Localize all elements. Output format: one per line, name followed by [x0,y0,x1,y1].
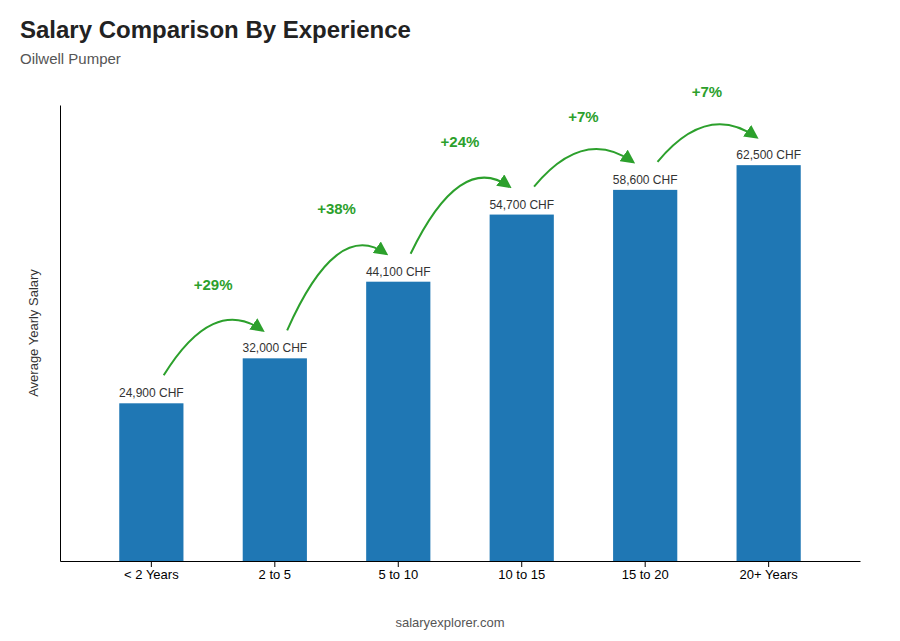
data-label: 24,900 CHF [119,386,184,400]
change-arrow [534,149,633,187]
x-tick-mark [645,561,646,567]
change-arrow [287,245,386,330]
x-axis-line [61,561,861,562]
x-tick: 15 to 20 [622,561,669,582]
change-label: +7% [568,108,598,125]
source: salaryexplorer.com [395,615,504,630]
y-axis-line [60,106,61,562]
bars [119,165,800,561]
x-tick: 10 to 15 [498,561,545,582]
x-tick-label: 20+ Years [740,567,799,582]
x-tick-label: 15 to 20 [622,567,669,582]
data-label: 58,600 CHF [613,173,678,187]
y-axis-title: Average Yearly Salary [26,269,41,397]
change-label: +29% [194,276,233,293]
x-tick-label: 2 to 5 [259,567,292,582]
title: Salary Comparison By Experience [20,16,411,43]
x-tick-mark [274,561,275,567]
x-tick: 20+ Years [740,561,799,582]
x-tick: 2 to 5 [259,561,292,582]
change-label: +7% [692,83,722,100]
x-tick-label: 5 to 10 [378,567,418,582]
data-label: 54,700 CHF [489,198,554,212]
subtitle: Oilwell Pumper [20,50,121,67]
data-labels: 24,900 CHF 32,000 CHF 44,100 CHF 54,700 CHF… [119,148,801,400]
data-label: 32,000 CHF [242,341,307,355]
bar [613,190,677,561]
x-tick-mark [398,561,399,567]
x-tick-mark [521,561,522,567]
bar [366,282,430,561]
data-label: 44,100 CHF [366,265,431,279]
bar [737,165,801,561]
change-arrow [658,124,757,162]
x-tick: 5 to 10 [378,561,418,582]
x-tick: < 2 Years [124,561,179,582]
chart: Salary Comparison By Experience Oilwell P… [0,0,900,641]
x-axis: < 2 Years 2 to 5 5 to 10 10 to 15 15 to 20 20… [61,561,861,582]
bar [490,215,554,561]
x-tick-label: 10 to 15 [498,567,545,582]
x-tick-mark [768,561,769,567]
bar [243,358,307,561]
change-arrow [164,320,263,376]
x-tick-mark [151,561,152,567]
annotations: +29% +38% +24% +7% +7% [164,83,757,375]
data-label: 62,500 CHF [736,148,801,162]
change-label: +38% [317,200,356,217]
plot: < 2 Years 2 to 5 5 to 10 10 to 15 15 to 20 20… [61,83,861,582]
x-tick-label: < 2 Years [124,567,179,582]
bar [119,403,183,561]
change-arrow [411,178,510,254]
change-label: +24% [441,133,480,150]
y-axis [60,106,61,562]
